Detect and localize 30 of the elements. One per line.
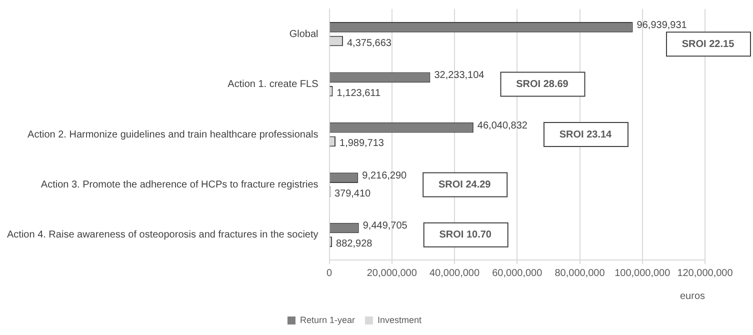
legend-label: Return 1-year — [300, 314, 356, 325]
x-tick-label: 100,000,000 — [614, 268, 671, 279]
x-tick-label: 40,000,000 — [429, 268, 480, 279]
x-tick-label: 120,000,000 — [677, 268, 734, 279]
y-tick-label: Action 4. Raise awareness of osteoporosis and fractures in the society — [6, 230, 318, 241]
data-label: 4,375,663 — [346, 38, 392, 49]
annotation: SROI 10.70 — [439, 230, 492, 241]
y-tick-label: Action 2. Harmonize guidelines and train healthcare professionals — [28, 129, 318, 140]
data-label: 32,233,104 — [434, 70, 485, 82]
data-label: 1,123,611 — [336, 88, 381, 99]
annotation: SROI 23.14 — [559, 129, 612, 140]
x-tick-label: 0 — [326, 268, 332, 279]
y-tick-label: Global — [289, 28, 318, 40]
annotation: SROI 28.69 — [516, 79, 569, 90]
legend-label: Investment — [378, 314, 422, 325]
data-label: 9,216,290 — [362, 170, 408, 182]
annotation: SROI 24.29 — [438, 179, 492, 190]
y-tick-label: Action 1. create FLS — [228, 79, 319, 90]
data-label: 9,449,705 — [362, 220, 408, 232]
annotation: SROI 22.15 — [682, 38, 735, 50]
data-label: 96,939,931 — [636, 20, 688, 31]
data-label: 379,410 — [334, 188, 372, 200]
x-tick-label: 80,000,000 — [554, 268, 606, 279]
data-label: 882,928 — [336, 238, 373, 250]
y-tick-label: Action 3. Promote the adherence of HCPs to fracture registries — [40, 179, 318, 190]
x-axis-title: euros — [680, 290, 705, 302]
data-label: 1,989,713 — [340, 138, 384, 150]
x-tick-label: 20,000,000 — [366, 268, 418, 279]
x-tick-label: 60,000,000 — [492, 268, 543, 279]
data-label: 46,040,832 — [477, 120, 528, 132]
